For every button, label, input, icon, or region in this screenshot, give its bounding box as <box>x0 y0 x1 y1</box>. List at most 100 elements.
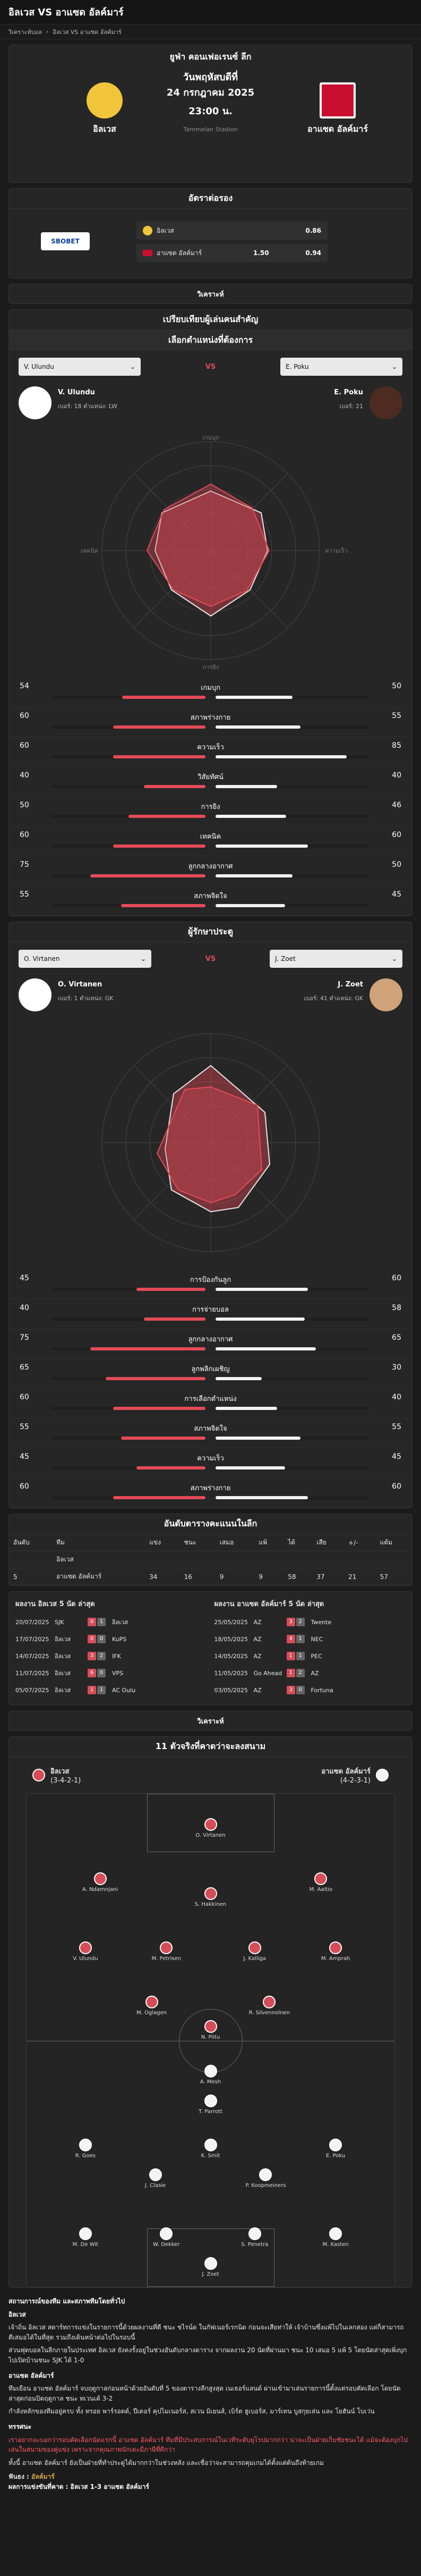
recent-form-card: ผลงาน อิลเวส 5 นัด ล่าสุด 20/07/2025 SJK… <box>8 1591 413 1705</box>
stat-left-value: 65 <box>20 1363 29 1372</box>
left-stat-fill <box>90 874 205 877</box>
keeper-radar-chart <box>101 1033 320 1252</box>
stat-left-value: 45 <box>20 1452 29 1461</box>
stat-label: การป้องกันลูก <box>190 1276 231 1284</box>
left-keeper-select[interactable]: O. Virtanen ⌄ <box>19 950 151 968</box>
radar-label-2: การยิง <box>203 664 219 671</box>
table-cell: 21 <box>344 1568 376 1585</box>
stat-right-value: 30 <box>392 1363 401 1372</box>
player-name: R. Goes <box>75 2153 96 2159</box>
away-score: 0 <box>296 1686 305 1694</box>
player-marker <box>314 1872 328 1886</box>
match-date: 11/07/2025 <box>15 1669 49 1677</box>
stat-row: 60 สภาพร่างกาย 60 <box>9 1478 412 1508</box>
left-stat-fill <box>121 904 205 907</box>
player-marker <box>263 1996 276 2009</box>
player-name: A. Mesh <box>200 2079 221 2085</box>
player-name: K. Smit <box>201 2153 220 2159</box>
right-stat-bar <box>216 815 370 818</box>
text-heading-1: สถานการณ์ของทีม และสภาพทีมโดยทั่วไป <box>8 2298 125 2305</box>
left-stat-bar <box>51 1347 205 1350</box>
player-name: A. Ndamnjani <box>82 1887 118 1893</box>
text-paragraph-3: ทีมเยือน อาแซด อัลค์มาร์ จบฤดูกาลก่อนหน้… <box>8 2385 401 2402</box>
home-form-title: ผลงาน อิลเวส 5 นัด ล่าสุด <box>15 1600 95 1608</box>
left-stat-bar <box>51 725 205 729</box>
home-score: 4 <box>286 1635 295 1643</box>
odds-row-home[interactable]: อิลเวส 0.86 <box>136 222 328 240</box>
odds-row-away[interactable]: อาแซด อัลค์มาร์ 1.50 0.94 <box>136 244 328 262</box>
right-player-select[interactable]: E. Poku ⌄ <box>280 358 402 376</box>
left-stat-bar <box>51 1377 205 1380</box>
stat-left-value: 60 <box>20 741 29 750</box>
lineup-player: S. Hakkinen <box>187 1887 235 1907</box>
right-keeper-select[interactable]: J. Zoet ⌄ <box>270 950 402 968</box>
left-stat-bar <box>51 1288 205 1291</box>
away-form-title: ผลงาน อาแซด อัลค์มาร์ 5 นัด ล่าสุด <box>214 1600 324 1608</box>
lineup-player: N. Piitu <box>187 2020 235 2040</box>
lineup-player: P. Koopmeiners <box>242 2168 289 2189</box>
left-stat-fill <box>144 1317 205 1321</box>
stat-label: สภาพร่างกาย <box>190 1484 231 1492</box>
table-cell: 16 <box>179 1568 216 1585</box>
home-team-short: อิลเวส <box>55 1670 71 1677</box>
player-stats-list: 54 เกมบุก 50 60 สภาพร่างกาย 55 60 ความเร… <box>9 678 412 916</box>
left-stat-fill <box>113 844 205 848</box>
match-date: วันพฤหัสบดีที่ 24 กรกฎาคม 2025 <box>166 72 255 98</box>
lineup-section-button[interactable]: วิเคราะห์ <box>8 1711 413 1731</box>
player-marker <box>204 2139 217 2152</box>
breadcrumb-current: อิลเวส VS อาแซด อัลค์มาร์ <box>53 28 122 36</box>
right-keeper-select-value: J. Zoet <box>275 955 296 962</box>
stat-label: การจ่ายบอล <box>192 1306 229 1314</box>
left-player-avatar <box>19 386 51 419</box>
right-stat-fill <box>216 1437 300 1440</box>
away-team-short: AZ <box>311 1669 319 1677</box>
home-team-short: Go Ahead <box>253 1669 282 1677</box>
stat-label: ลูกกลางอากาศ <box>188 1336 233 1344</box>
away-score: 1 <box>97 1618 106 1626</box>
right-stat-fill <box>216 725 300 729</box>
breadcrumb-home[interactable]: วิเคราะห์บอล <box>8 28 42 36</box>
home-team-short: AZ <box>253 1618 262 1626</box>
right-stat-fill <box>216 1466 285 1469</box>
table-header-played: แข่ง <box>145 1534 180 1551</box>
table-cell: 58 <box>283 1568 313 1585</box>
right-stat-bar <box>216 1466 370 1469</box>
right-stat-bar <box>216 785 370 788</box>
player-name: S. Hakkinen <box>194 1901 227 1907</box>
text-paragraph-2: ส่วนฟุตบอลในลีกภายในประเทศ อิลเวส ยังคงร… <box>8 2346 407 2364</box>
match-date: 25/05/2025 <box>214 1618 248 1626</box>
home-team-short: อิลเวส <box>55 1636 71 1643</box>
player-marker <box>145 1996 158 2009</box>
left-stat-fill <box>113 755 205 758</box>
stat-left-value: 75 <box>20 860 29 869</box>
right-player-avatar <box>370 386 402 419</box>
left-stat-bar <box>51 755 205 758</box>
player-name: M. De Wit <box>72 2242 99 2248</box>
away-form: ผลงาน อาแซด อัลค์มาร์ 5 นัด ล่าสุด 25/05… <box>214 1598 406 1699</box>
right-stat-bar <box>216 725 370 729</box>
analysis-button[interactable]: วิเคราะห์ <box>8 284 413 304</box>
stat-right-value: 46 <box>392 801 401 809</box>
table-header-draw: เสมอ <box>215 1534 255 1551</box>
home-score: 1 <box>88 1686 96 1694</box>
stat-row: 60 การเลือกตำแหน่ง 40 <box>9 1389 412 1418</box>
left-keeper-avatar <box>19 978 51 1011</box>
home-score: 1 <box>286 1669 295 1677</box>
chevron-down-icon: ⌄ <box>391 363 397 370</box>
player-marker <box>149 2168 162 2181</box>
player-name: W. Dekker <box>153 2242 180 2248</box>
table-cell: 34 <box>145 1568 180 1585</box>
stat-label: การยิง <box>201 803 220 811</box>
table-team: อาแซด อัลค์มาร์ <box>52 1568 145 1585</box>
match-date: 03/05/2025 <box>214 1686 248 1694</box>
away-team-short: VPS <box>112 1669 124 1677</box>
match-date: 18/05/2025 <box>214 1635 248 1643</box>
left-player-select[interactable]: V. Ulundu ⌄ <box>19 358 141 376</box>
